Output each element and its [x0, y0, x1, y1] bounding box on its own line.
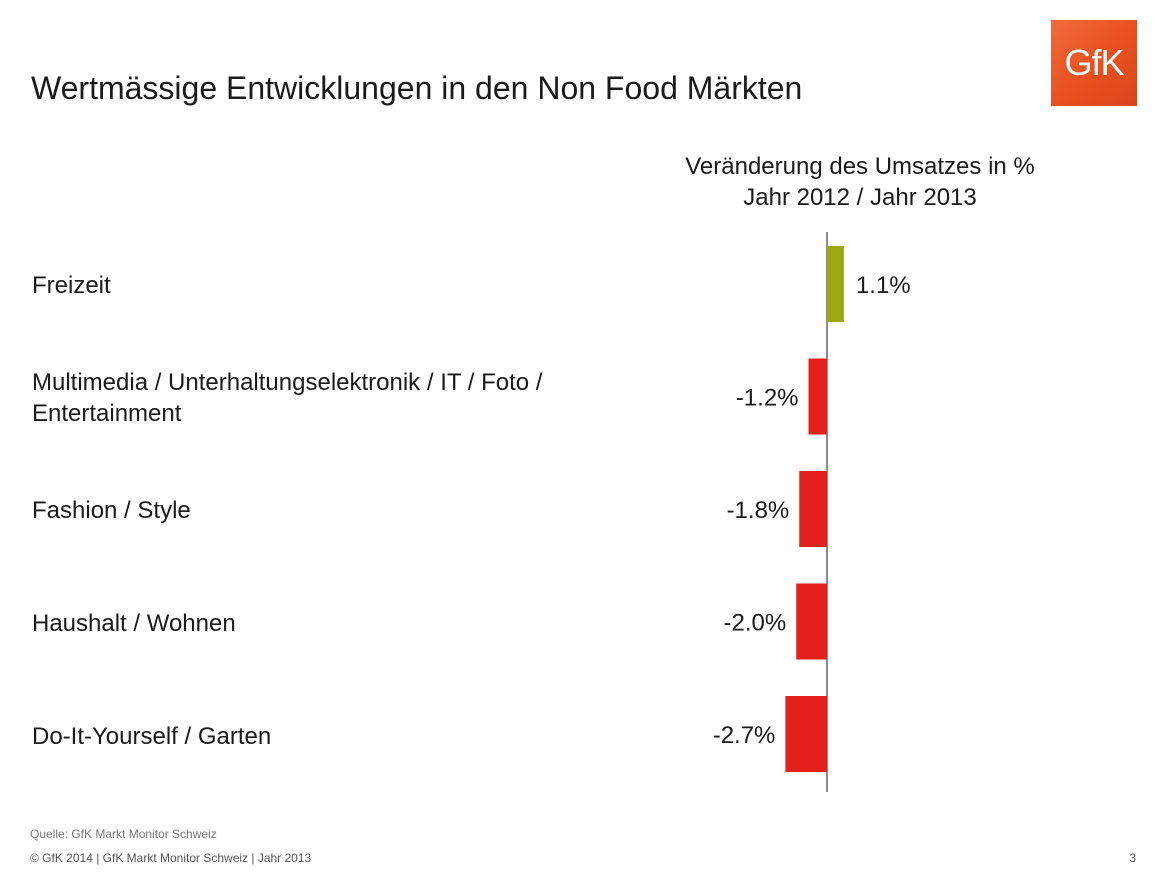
chart-title-line-1: Veränderung des Umsatzes in % — [685, 153, 1035, 180]
category-label-line: Fashion / Style — [32, 497, 191, 524]
footer-text: © GfK 2014 | GfK Markt Monitor Schweiz |… — [30, 851, 312, 865]
category-label-line: Multimedia / Unterhaltungselektronik / I… — [32, 369, 543, 396]
page-title: Wertmässige Entwicklungen in den Non Foo… — [31, 70, 803, 106]
category-label-freizeit: Freizeit — [32, 270, 632, 301]
category-label-line: Do-It-Yourself / Garten — [32, 723, 272, 750]
bar-value-label-0: 1.1% — [856, 272, 911, 299]
chart-title-line-2: Jahr 2012 / Jahr 2013 — [743, 184, 977, 211]
bar-value-label-2: -1.8% — [727, 497, 790, 524]
bar-value-label-1: -1.2% — [736, 385, 799, 412]
gfk-logo: GfK — [1051, 20, 1137, 106]
source-note: Quelle: GfK Markt Monitor Schweiz — [30, 827, 217, 841]
gfk-logo-text: GfK — [1064, 42, 1124, 83]
category-label-line: Haushalt / Wohnen — [32, 610, 236, 637]
bar-3 — [796, 583, 827, 660]
category-label-fashion: Fashion / Style — [32, 495, 632, 526]
bar-value-label-4: -2.7% — [713, 722, 776, 749]
page-number: 3 — [1129, 851, 1136, 865]
bar-1 — [808, 358, 827, 435]
category-label-line: Entertainment — [32, 400, 182, 427]
category-label-haushalt: Haushalt / Wohnen — [32, 608, 632, 639]
bar-2 — [799, 471, 827, 547]
category-label-diy: Do-It-Yourself / Garten — [32, 721, 632, 752]
bar-0 — [827, 246, 844, 322]
category-label-line: Freizeit — [32, 272, 111, 299]
bar-4 — [785, 696, 827, 772]
category-label-multimedia: Multimedia / Unterhaltungselektronik / I… — [32, 367, 632, 429]
bar-value-label-3: -2.0% — [723, 610, 786, 637]
